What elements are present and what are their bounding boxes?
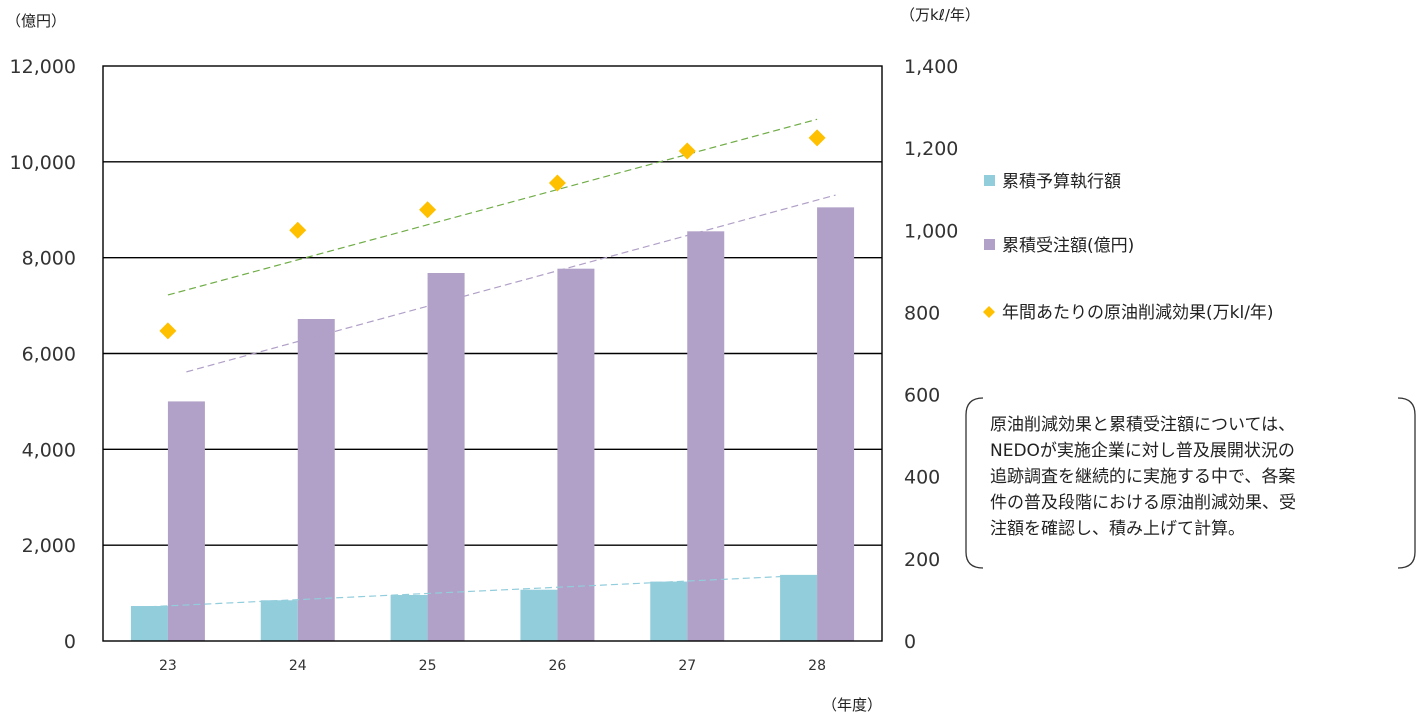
bar-budget-28 [780,574,818,641]
trendline-oil-reduction [167,118,818,296]
right-tick-label: 600 [904,385,940,407]
legend-label: 累積受注額(億円) [1002,236,1134,256]
trendline-orders [186,194,836,373]
left-axis-unit: （億円） [6,12,66,30]
point-oil-reduction-27 [678,142,696,160]
x-tick-label: 25 [419,658,437,674]
legend-swatch [984,239,995,250]
bar-budget-27 [650,581,688,641]
legend-label: 累積予算執行額 [1002,172,1121,192]
bar-orders-27 [687,231,725,641]
left-tick-label: 0 [64,631,76,653]
right-tick-label: 200 [904,549,940,571]
bar-budget-23 [130,606,168,641]
bar-budget-25 [390,595,428,641]
left-tick-label: 6,000 [22,344,76,366]
bar-orders-25 [427,273,465,641]
bar-budget-26 [520,589,558,641]
note-line: 注額を確認し、積み上げて計算。 [990,519,1245,539]
point-oil-reduction-25 [419,201,437,219]
left-tick-label: 8,000 [22,248,76,270]
x-tick-label: 23 [159,658,177,674]
bar-orders-24 [297,319,335,641]
right-tick-label: 0 [904,631,916,653]
right-tick-label: 1,200 [904,138,958,160]
bar-budget-24 [260,600,298,641]
x-tick-label: 24 [289,658,307,674]
note-line: NEDOが実施企業に対し普及展開状況の [990,441,1295,461]
note-bracket-right [1397,397,1416,569]
left-tick-label: 2,000 [22,535,76,557]
legend-swatch [984,175,995,186]
note-line: 追跡調査を継続的に実施する中で、各案 [990,467,1295,487]
point-oil-reduction-26 [548,174,566,192]
legend-label: 年間あたりの原油削減効果(万kl/年) [1002,303,1274,323]
right-tick-label: 800 [904,302,940,324]
x-tick-label: 27 [678,658,696,674]
right-tick-label: 1,000 [904,220,958,242]
x-axis-unit: （年度） [822,696,882,714]
left-tick-label: 4,000 [22,439,76,461]
right-tick-label: 1,400 [904,56,958,78]
note-line: 件の普及段階における原油削減効果、受 [990,493,1296,513]
note-line: 原油削減効果と累積受注額については、 [990,415,1295,435]
legend-swatch [983,306,995,318]
point-oil-reduction-24 [289,221,307,239]
bar-orders-23 [167,401,205,641]
point-oil-reduction-23 [159,322,177,340]
right-axis-unit: （万kℓ/年） [900,6,980,24]
right-tick-label: 400 [904,467,940,489]
left-tick-label: 12,000 [10,56,76,78]
trendline-budget [149,575,799,608]
bar-orders-28 [817,207,855,641]
left-tick-label: 10,000 [10,152,76,174]
point-oil-reduction-28 [808,129,826,147]
plot-frame [102,65,883,642]
note-bracket-left [965,397,984,569]
x-tick-label: 26 [549,658,567,674]
x-tick-label: 28 [808,658,826,674]
bar-orders-26 [557,268,595,641]
